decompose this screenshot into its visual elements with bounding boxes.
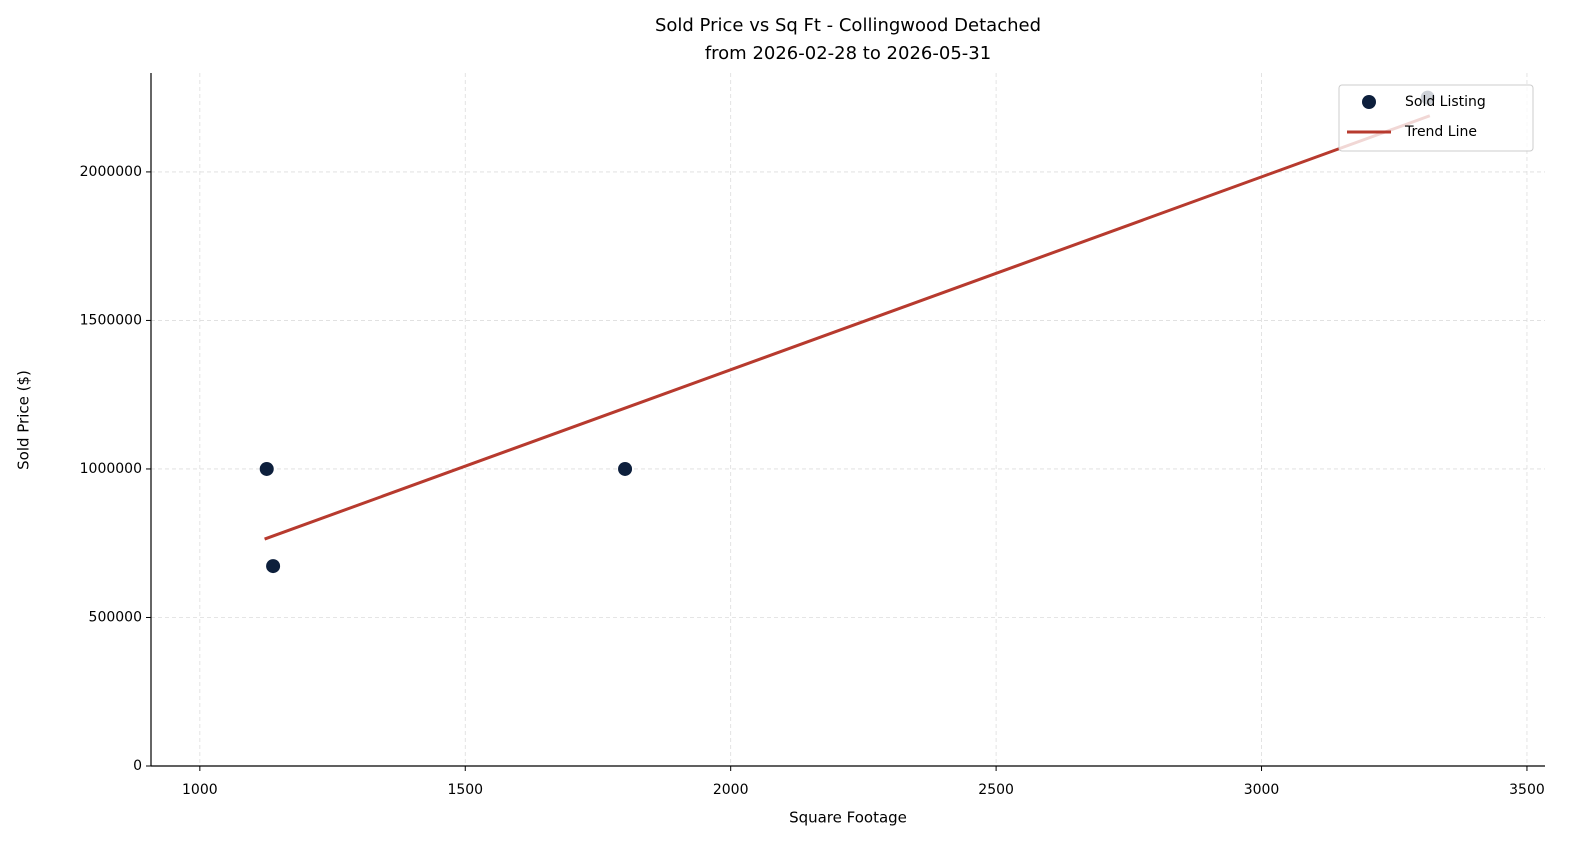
y-tick-label: 2000000 (80, 164, 142, 180)
x-tick-label: 1500 (447, 782, 483, 798)
y-axis-label: Sold Price ($) (15, 370, 33, 470)
data-point (266, 559, 281, 574)
trend-line (264, 114, 1431, 541)
y-tick-label: 1500000 (80, 312, 142, 328)
x-tick-label: 3000 (1244, 782, 1280, 798)
chart-subtitle: from 2026-02-28 to 2026-05-31 (705, 43, 991, 64)
legend-label: Sold Listing (1405, 94, 1486, 110)
x-axis-label: Square Footage (789, 809, 907, 827)
y-tick-label: 1000000 (80, 461, 142, 477)
y-tick-label: 500000 (89, 609, 142, 625)
x-tick-label: 2000 (713, 782, 749, 798)
legend-marker (1362, 95, 1376, 109)
y-tick-label: 0 (133, 758, 142, 774)
legend-box (1338, 84, 1534, 152)
x-tick-label: 3500 (1509, 782, 1545, 798)
x-tick-label: 2500 (978, 782, 1014, 798)
x-tick-label: 1000 (182, 782, 218, 798)
data-point (259, 461, 274, 476)
data-point (618, 461, 633, 476)
chart-title: Sold Price vs Sq Ft - Collingwood Detach… (655, 15, 1041, 36)
legend-label: Trend Line (1404, 124, 1477, 140)
